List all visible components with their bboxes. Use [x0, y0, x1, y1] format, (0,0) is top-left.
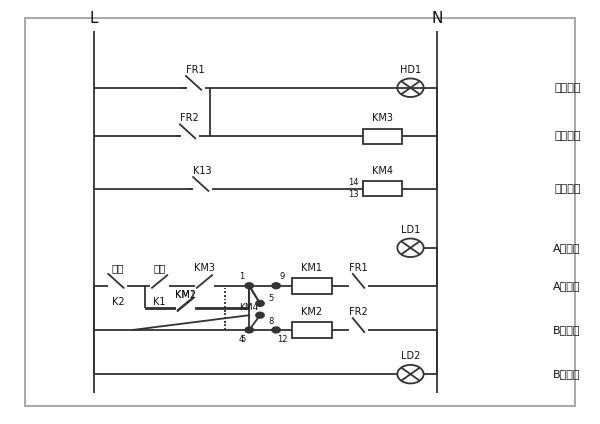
Text: K1: K1	[154, 297, 166, 307]
Text: KM3: KM3	[372, 114, 393, 123]
Circle shape	[272, 283, 280, 289]
Bar	[292, 322, 332, 338]
Text: 12: 12	[277, 335, 287, 344]
Bar	[363, 181, 402, 196]
Text: FR2: FR2	[180, 114, 199, 123]
Text: KM4: KM4	[239, 303, 259, 312]
Text: HD1: HD1	[400, 65, 421, 75]
Text: 5: 5	[268, 294, 274, 303]
Circle shape	[272, 327, 280, 333]
Text: KM2: KM2	[175, 290, 196, 300]
Text: 启动: 启动	[154, 263, 166, 273]
Circle shape	[256, 301, 264, 307]
Text: 过载报警: 过载报警	[554, 83, 581, 93]
Text: KM3: KM3	[194, 263, 215, 273]
Text: LD1: LD1	[401, 225, 420, 235]
Text: 8: 8	[268, 317, 274, 326]
Text: FR2: FR2	[349, 307, 368, 317]
Circle shape	[245, 283, 253, 289]
Text: 4: 4	[239, 335, 244, 344]
Text: N: N	[431, 11, 443, 26]
Text: KM2: KM2	[301, 307, 323, 317]
Text: A泵控制: A泵控制	[553, 281, 581, 291]
Bar	[292, 278, 332, 294]
Text: A泵运行: A泵运行	[553, 243, 581, 253]
Text: KM1: KM1	[301, 263, 322, 273]
Text: 1: 1	[239, 272, 244, 281]
Text: K2: K2	[112, 297, 124, 307]
Circle shape	[245, 327, 253, 333]
Text: B泵控制: B泵控制	[553, 325, 581, 335]
Text: FR1: FR1	[186, 65, 205, 75]
Text: 14: 14	[349, 179, 359, 187]
Text: 13: 13	[349, 190, 359, 199]
Text: K13: K13	[193, 166, 212, 176]
Text: 9: 9	[280, 272, 285, 281]
Text: 停止: 停止	[112, 263, 124, 273]
Bar	[363, 128, 402, 144]
Text: L: L	[90, 11, 98, 26]
Text: FR1: FR1	[349, 263, 368, 273]
Text: KM4: KM4	[372, 166, 393, 176]
Text: LD2: LD2	[401, 351, 420, 362]
Circle shape	[256, 312, 264, 318]
Text: 切换控制: 切换控制	[554, 131, 581, 141]
Text: 备泵选择: 备泵选择	[554, 184, 581, 194]
Text: 5: 5	[241, 335, 246, 344]
Text: KM1: KM1	[175, 290, 196, 300]
Text: B泵运行: B泵运行	[553, 369, 581, 379]
